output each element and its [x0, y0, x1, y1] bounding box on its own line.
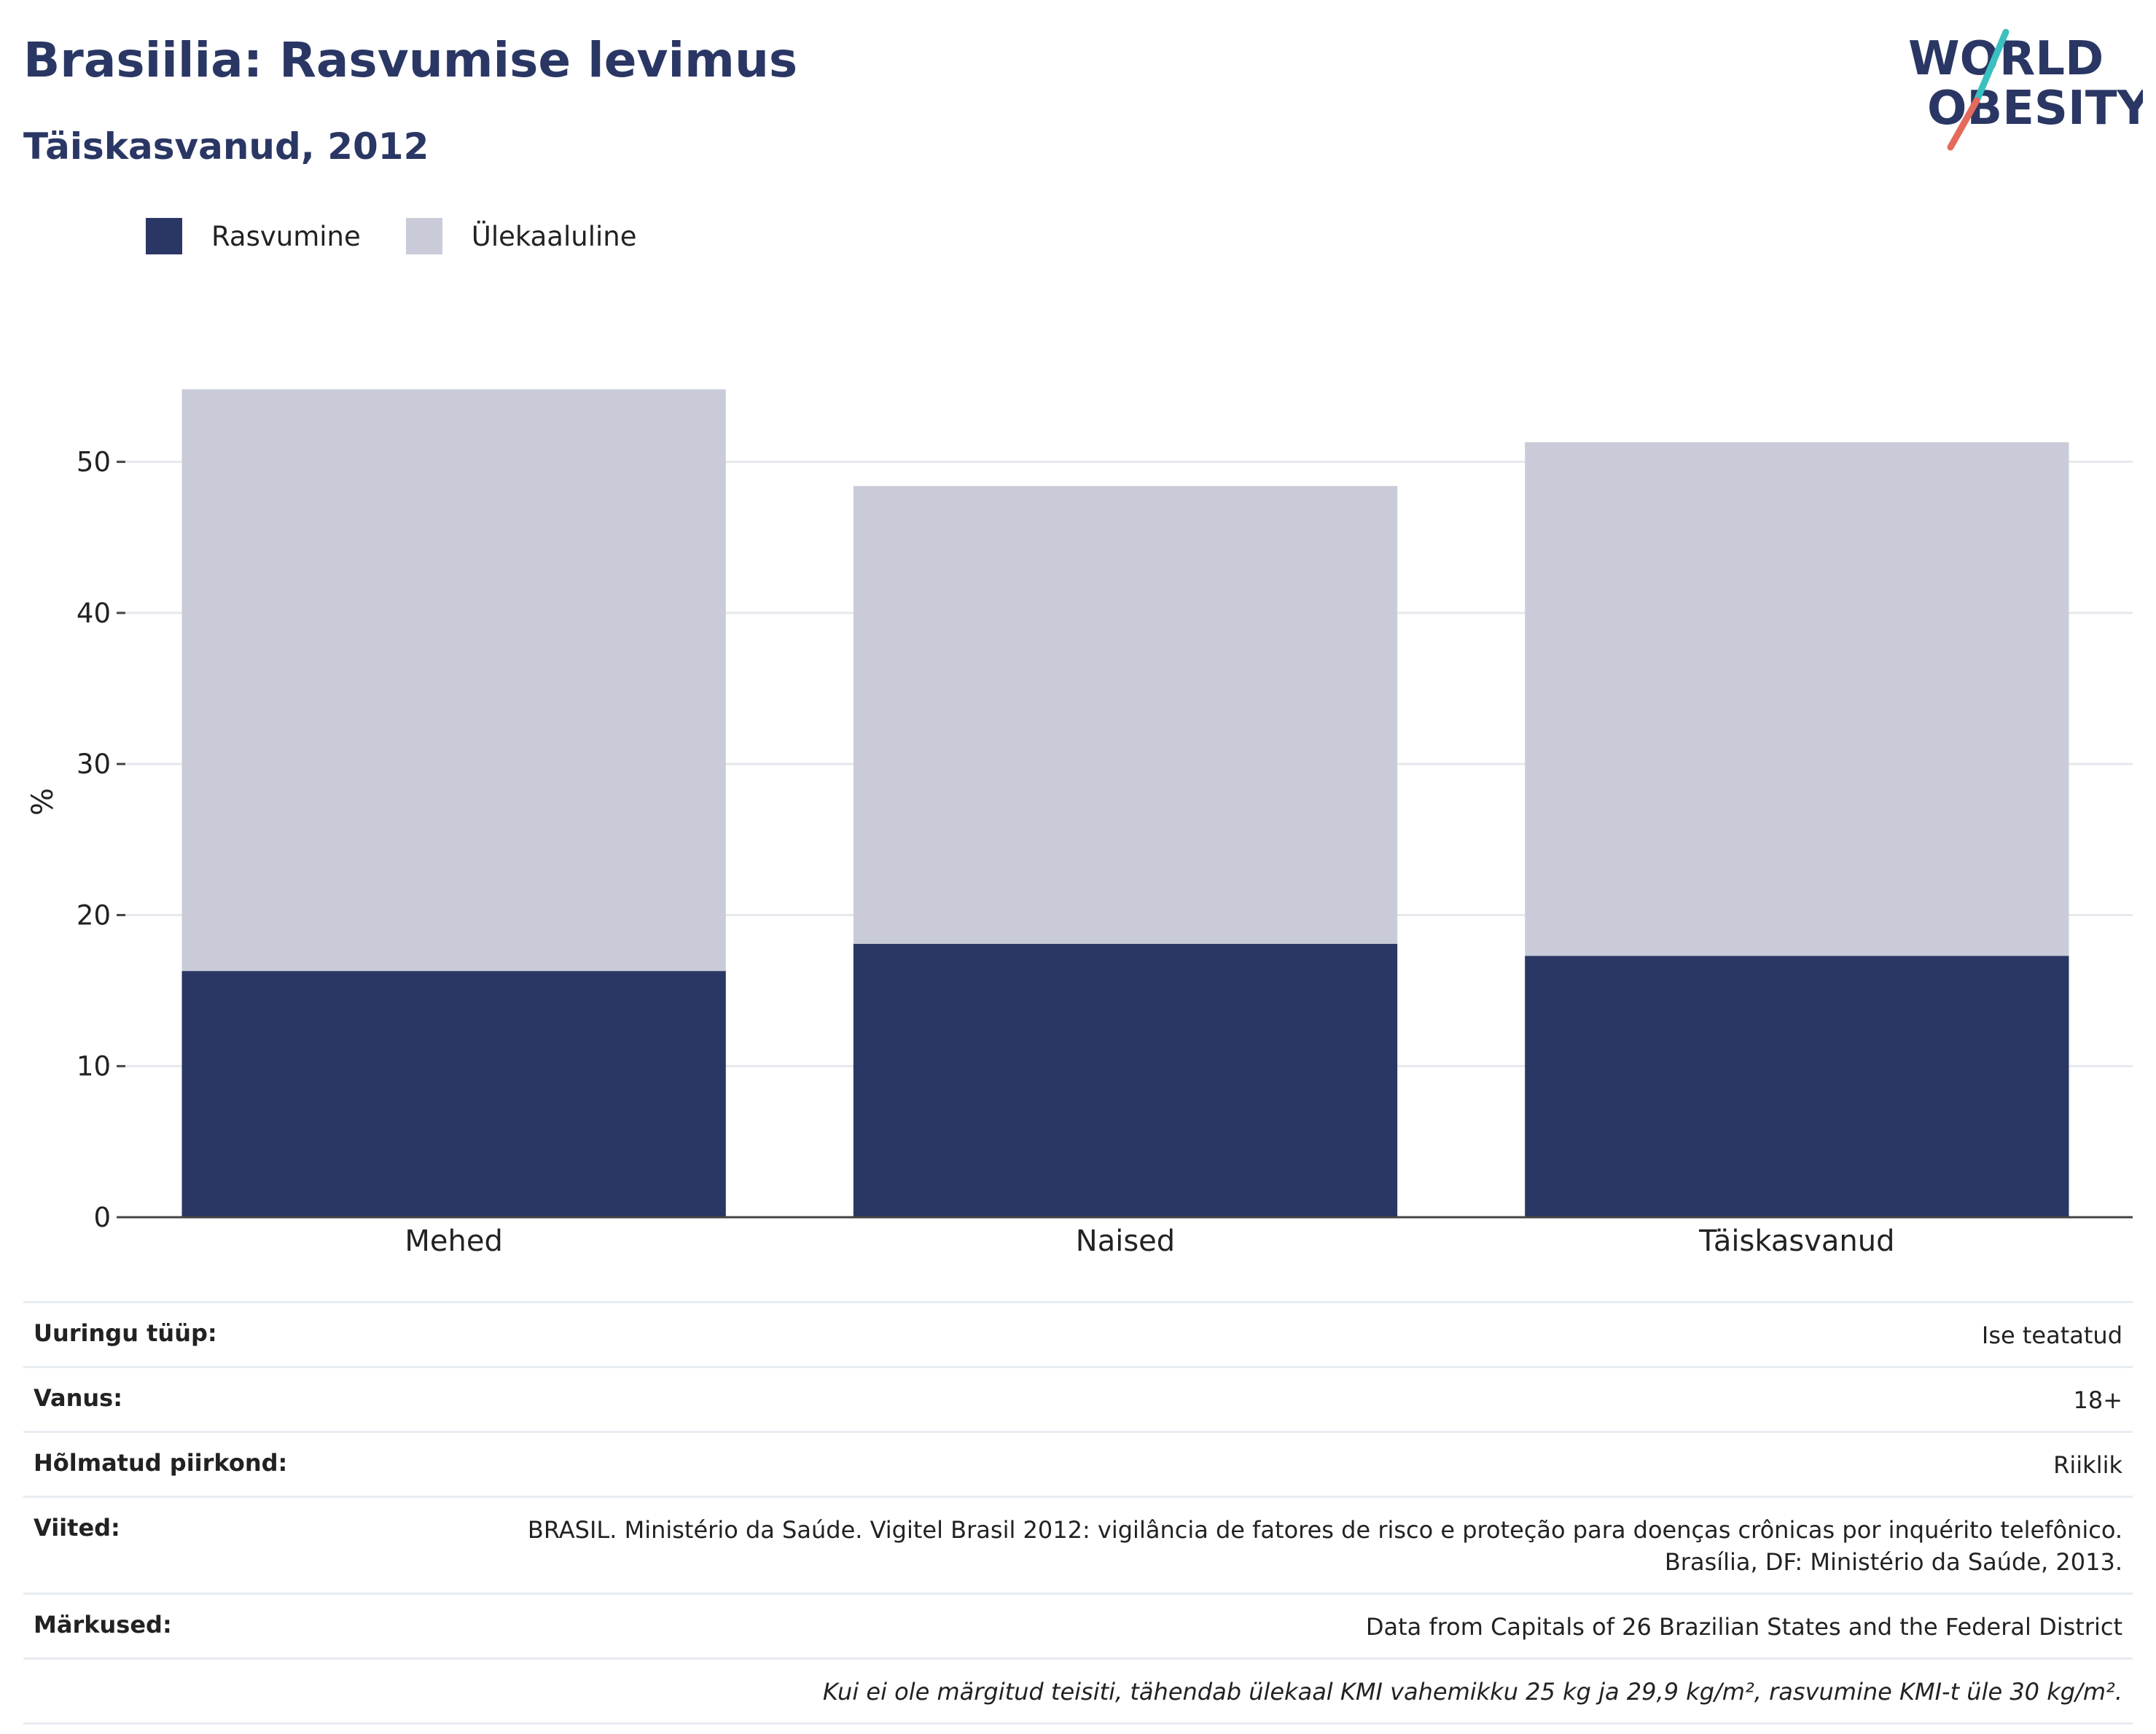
meta-row-region: Hõlmatud piirkond: Riiklik	[23, 1431, 2133, 1496]
bar-chart: 0 10 20 30 40 50 Mehed Naised Täiskasvanud%	[26, 389, 2133, 1258]
meta-value-age: 18+	[2073, 1386, 2122, 1414]
y-tick-label: 50	[77, 447, 111, 478]
chart-legend: Rasvumine Ülekaaluline	[146, 216, 682, 257]
y-axis-title: %	[26, 788, 60, 816]
meta-label-region: Hõlmatud piirkond:	[34, 1449, 288, 1477]
bar-rasvumine[interactable]	[853, 943, 1398, 1217]
definition-note: Kui ei ole märgitud teisiti, tähendab ül…	[822, 1678, 2122, 1706]
y-tick-label: 20	[77, 899, 111, 931]
x-tick-label: Naised	[1076, 1225, 1175, 1258]
y-tick-label: 10	[77, 1051, 111, 1082]
meta-row-survey-type: Uuringu tüüp: Ise teatatud	[23, 1301, 2133, 1366]
y-tick-label: 0	[93, 1202, 111, 1233]
meta-label-age: Vanus:	[34, 1384, 123, 1412]
legend-item-ulekaaluline[interactable]: Ülekaaluline	[405, 218, 637, 254]
bar-rasvumine[interactable]	[1525, 956, 2069, 1217]
reference-line-2: Brasília, DF: Ministério da Saúde, 2013.	[1664, 1548, 2122, 1576]
meta-value-references: BRASIL. Ministério da Saúde. Vigitel Bra…	[528, 1514, 2122, 1578]
y-tick-label: 40	[77, 598, 111, 629]
meta-row-age: Vanus: 18+	[23, 1366, 2133, 1431]
bar-ulekaaluline[interactable]	[181, 389, 726, 972]
chart-title: Brasiilia: Rasvumise levimus	[23, 32, 798, 88]
meta-label-notes: Märkused:	[34, 1611, 172, 1639]
world-obesity-logo: WORLD OBESITY	[1908, 28, 2143, 151]
y-tick-label: 30	[77, 749, 111, 780]
meta-value-region: Riiklik	[2053, 1451, 2122, 1479]
metadata-table: Uuringu tüüp: Ise teatatud Vanus: 18+ Hõ…	[23, 1301, 2133, 1725]
bar-rasvumine[interactable]	[181, 971, 726, 1217]
x-tick-label: Mehed	[405, 1225, 502, 1258]
bar-ulekaaluline[interactable]	[853, 485, 1398, 944]
meta-value-notes: Data from Capitals of 26 Brazilian State…	[1365, 1613, 2122, 1641]
legend-swatch-rasvumine	[146, 218, 182, 254]
x-tick-label: Täiskasvanud	[1698, 1225, 1894, 1258]
legend-item-rasvumine[interactable]: Rasvumine	[146, 218, 361, 254]
legend-swatch-ulekaaluline	[405, 218, 442, 254]
logo-word-world: WORLD	[1908, 32, 2104, 86]
meta-row-definition-note: Kui ei ole märgitud teisiti, tähendab ül…	[23, 1657, 2133, 1725]
logo-slash-bottom	[1947, 97, 1980, 151]
meta-row-notes: Märkused: Data from Capitals of 26 Brazi…	[23, 1593, 2133, 1657]
axes: 0 10 20 30 40 50 Mehed Naised Täiskasvanud%	[26, 447, 2133, 1258]
meta-row-references: Viited: BRASIL. Ministério da Saúde. Vig…	[23, 1496, 2133, 1593]
meta-label-references: Viited:	[34, 1514, 120, 1542]
legend-label-rasvumine: Rasvumine	[211, 220, 361, 252]
legend-label-ulekaaluline: Ülekaaluline	[471, 220, 637, 252]
reference-line-1: BRASIL. Ministério da Saúde. Vigitel Bra…	[527, 1516, 2122, 1544]
chart-subtitle: Täiskasvanud, 2012	[23, 125, 429, 168]
meta-label-survey-type: Uuringu tüüp:	[34, 1319, 217, 1347]
meta-value-survey-type: Ise teatatud	[1981, 1321, 2122, 1349]
bars	[181, 389, 2069, 1217]
bar-ulekaaluline[interactable]	[1525, 442, 2069, 956]
logo-slash-top	[1973, 28, 2009, 104]
